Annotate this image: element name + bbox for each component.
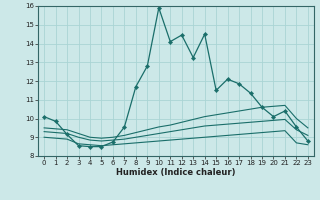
X-axis label: Humidex (Indice chaleur): Humidex (Indice chaleur) — [116, 168, 236, 177]
